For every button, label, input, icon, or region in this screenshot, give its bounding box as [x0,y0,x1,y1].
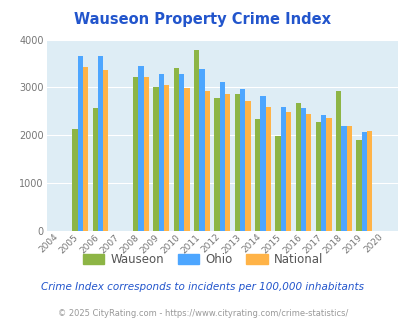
Bar [224,94,230,231]
Bar [204,91,209,231]
Bar [315,122,320,231]
Bar [260,96,265,231]
Bar [133,77,138,231]
Bar [184,88,189,231]
Bar [305,114,311,231]
Bar [72,129,77,231]
Bar [103,70,108,231]
Bar [326,118,331,231]
Bar [356,140,361,231]
Bar [320,115,326,231]
Text: © 2025 CityRating.com - https://www.cityrating.com/crime-statistics/: © 2025 CityRating.com - https://www.city… [58,309,347,317]
Bar [239,89,245,231]
Bar [295,103,300,231]
Bar [285,112,290,231]
Bar [346,126,351,231]
Legend: Wauseon, Ohio, National: Wauseon, Ohio, National [78,248,327,271]
Bar [143,77,149,231]
Bar [98,56,103,231]
Bar [265,107,270,231]
Bar [138,66,143,231]
Bar [199,69,204,231]
Bar [77,56,83,231]
Bar [83,67,88,231]
Bar [254,119,260,231]
Bar [234,94,239,231]
Bar [214,98,219,231]
Bar [194,50,199,231]
Bar [158,74,164,231]
Bar [173,68,179,231]
Bar [341,126,346,231]
Bar [300,108,305,231]
Bar [179,74,184,231]
Bar [361,132,366,231]
Text: Crime Index corresponds to incidents per 100,000 inhabitants: Crime Index corresponds to incidents per… [41,282,364,292]
Text: Wauseon Property Crime Index: Wauseon Property Crime Index [74,12,331,26]
Bar [164,85,169,231]
Bar [219,82,224,231]
Bar [335,91,341,231]
Bar [275,136,280,231]
Bar [366,130,371,231]
Bar [153,87,158,231]
Bar [92,108,98,231]
Bar [280,107,285,231]
Bar [245,101,250,231]
